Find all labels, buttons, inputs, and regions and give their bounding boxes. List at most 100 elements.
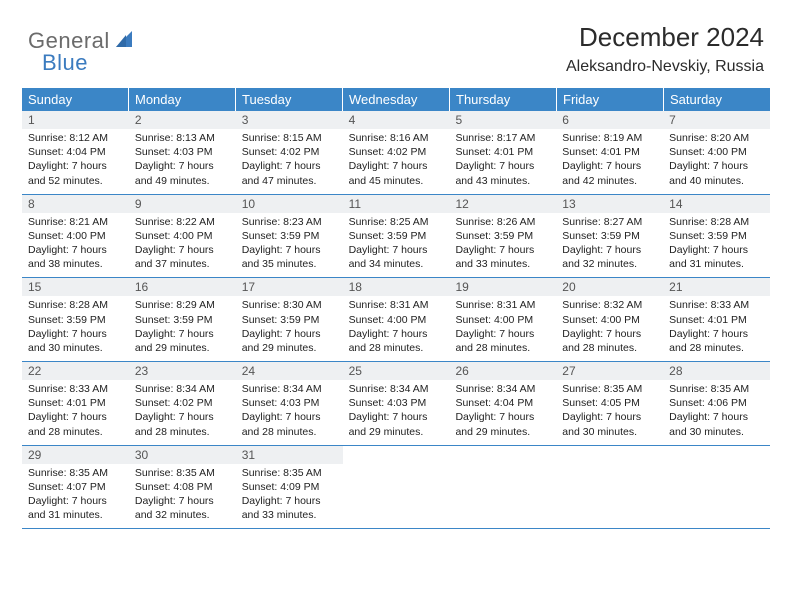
day-data: Sunrise: 8:35 AMSunset: 4:09 PMDaylight:… — [236, 464, 343, 529]
day-number: 10 — [236, 195, 343, 213]
day-number: 31 — [236, 446, 343, 464]
calendar-day-cell: 16Sunrise: 8:29 AMSunset: 3:59 PMDayligh… — [129, 278, 236, 361]
day-data: Sunrise: 8:34 AMSunset: 4:04 PMDaylight:… — [449, 380, 556, 445]
calendar-day-cell: 11Sunrise: 8:25 AMSunset: 3:59 PMDayligh… — [343, 195, 450, 278]
calendar-day-cell: 9Sunrise: 8:22 AMSunset: 4:00 PMDaylight… — [129, 195, 236, 278]
calendar-day-cell: 30Sunrise: 8:35 AMSunset: 4:08 PMDayligh… — [129, 446, 236, 529]
calendar-day-cell: 7Sunrise: 8:20 AMSunset: 4:00 PMDaylight… — [663, 111, 770, 194]
day-data: Sunrise: 8:16 AMSunset: 4:02 PMDaylight:… — [343, 129, 450, 194]
day-number: 1 — [22, 111, 129, 129]
calendar-week-row: 1Sunrise: 8:12 AMSunset: 4:04 PMDaylight… — [22, 111, 770, 195]
day-data: Sunrise: 8:34 AMSunset: 4:02 PMDaylight:… — [129, 380, 236, 445]
calendar-day-cell — [449, 446, 556, 529]
calendar-day-cell: 2Sunrise: 8:13 AMSunset: 4:03 PMDaylight… — [129, 111, 236, 194]
day-data: Sunrise: 8:12 AMSunset: 4:04 PMDaylight:… — [22, 129, 129, 194]
dayhead-tuesday: Tuesday — [236, 88, 343, 111]
calendar-day-cell: 15Sunrise: 8:28 AMSunset: 3:59 PMDayligh… — [22, 278, 129, 361]
day-data: Sunrise: 8:34 AMSunset: 4:03 PMDaylight:… — [236, 380, 343, 445]
calendar-week-row: 22Sunrise: 8:33 AMSunset: 4:01 PMDayligh… — [22, 362, 770, 446]
calendar-day-cell: 29Sunrise: 8:35 AMSunset: 4:07 PMDayligh… — [22, 446, 129, 529]
day-number: 7 — [663, 111, 770, 129]
day-data: Sunrise: 8:35 AMSunset: 4:07 PMDaylight:… — [22, 464, 129, 529]
calendar-day-cell: 31Sunrise: 8:35 AMSunset: 4:09 PMDayligh… — [236, 446, 343, 529]
logo-sail-icon — [114, 29, 134, 54]
calendar-day-cell: 24Sunrise: 8:34 AMSunset: 4:03 PMDayligh… — [236, 362, 343, 445]
calendar-day-cell: 12Sunrise: 8:26 AMSunset: 3:59 PMDayligh… — [449, 195, 556, 278]
day-number: 3 — [236, 111, 343, 129]
calendar-day-cell: 13Sunrise: 8:27 AMSunset: 3:59 PMDayligh… — [556, 195, 663, 278]
day-number: 23 — [129, 362, 236, 380]
day-data: Sunrise: 8:34 AMSunset: 4:03 PMDaylight:… — [343, 380, 450, 445]
day-data: Sunrise: 8:31 AMSunset: 4:00 PMDaylight:… — [449, 296, 556, 361]
page-title: December 2024 — [579, 22, 764, 53]
dayhead-friday: Friday — [557, 88, 664, 111]
calendar-day-cell: 27Sunrise: 8:35 AMSunset: 4:05 PMDayligh… — [556, 362, 663, 445]
calendar-body: 1Sunrise: 8:12 AMSunset: 4:04 PMDaylight… — [22, 111, 770, 529]
day-number: 29 — [22, 446, 129, 464]
logo-text-blue-wrap: Blue — [42, 50, 88, 76]
day-number: 21 — [663, 278, 770, 296]
calendar-day-cell: 18Sunrise: 8:31 AMSunset: 4:00 PMDayligh… — [343, 278, 450, 361]
calendar-week-row: 8Sunrise: 8:21 AMSunset: 4:00 PMDaylight… — [22, 195, 770, 279]
day-data: Sunrise: 8:33 AMSunset: 4:01 PMDaylight:… — [663, 296, 770, 361]
day-data: Sunrise: 8:19 AMSunset: 4:01 PMDaylight:… — [556, 129, 663, 194]
calendar-day-cell — [556, 446, 663, 529]
day-number: 8 — [22, 195, 129, 213]
day-data: Sunrise: 8:35 AMSunset: 4:05 PMDaylight:… — [556, 380, 663, 445]
day-data: Sunrise: 8:31 AMSunset: 4:00 PMDaylight:… — [343, 296, 450, 361]
day-data: Sunrise: 8:33 AMSunset: 4:01 PMDaylight:… — [22, 380, 129, 445]
calendar-day-cell: 8Sunrise: 8:21 AMSunset: 4:00 PMDaylight… — [22, 195, 129, 278]
day-number: 22 — [22, 362, 129, 380]
day-number: 4 — [343, 111, 450, 129]
logo-text-blue: Blue — [42, 50, 88, 75]
day-number: 11 — [343, 195, 450, 213]
day-data: Sunrise: 8:13 AMSunset: 4:03 PMDaylight:… — [129, 129, 236, 194]
calendar-day-cell: 20Sunrise: 8:32 AMSunset: 4:00 PMDayligh… — [556, 278, 663, 361]
calendar-day-cell — [663, 446, 770, 529]
day-number: 28 — [663, 362, 770, 380]
calendar-day-cell: 22Sunrise: 8:33 AMSunset: 4:01 PMDayligh… — [22, 362, 129, 445]
calendar-day-cell: 1Sunrise: 8:12 AMSunset: 4:04 PMDaylight… — [22, 111, 129, 194]
calendar-day-cell: 26Sunrise: 8:34 AMSunset: 4:04 PMDayligh… — [449, 362, 556, 445]
dayhead-monday: Monday — [129, 88, 236, 111]
day-data: Sunrise: 8:17 AMSunset: 4:01 PMDaylight:… — [449, 129, 556, 194]
day-data: Sunrise: 8:22 AMSunset: 4:00 PMDaylight:… — [129, 213, 236, 278]
calendar-day-cell: 19Sunrise: 8:31 AMSunset: 4:00 PMDayligh… — [449, 278, 556, 361]
day-number: 9 — [129, 195, 236, 213]
day-data: Sunrise: 8:28 AMSunset: 3:59 PMDaylight:… — [22, 296, 129, 361]
day-data: Sunrise: 8:21 AMSunset: 4:00 PMDaylight:… — [22, 213, 129, 278]
day-number: 13 — [556, 195, 663, 213]
calendar-day-cell: 23Sunrise: 8:34 AMSunset: 4:02 PMDayligh… — [129, 362, 236, 445]
calendar: Sunday Monday Tuesday Wednesday Thursday… — [22, 88, 770, 529]
calendar-day-cell: 6Sunrise: 8:19 AMSunset: 4:01 PMDaylight… — [556, 111, 663, 194]
day-data: Sunrise: 8:29 AMSunset: 3:59 PMDaylight:… — [129, 296, 236, 361]
day-number: 24 — [236, 362, 343, 380]
day-data: Sunrise: 8:30 AMSunset: 3:59 PMDaylight:… — [236, 296, 343, 361]
day-data: Sunrise: 8:27 AMSunset: 3:59 PMDaylight:… — [556, 213, 663, 278]
day-data: Sunrise: 8:20 AMSunset: 4:00 PMDaylight:… — [663, 129, 770, 194]
calendar-week-row: 29Sunrise: 8:35 AMSunset: 4:07 PMDayligh… — [22, 446, 770, 530]
day-data: Sunrise: 8:32 AMSunset: 4:00 PMDaylight:… — [556, 296, 663, 361]
day-number: 19 — [449, 278, 556, 296]
day-number: 12 — [449, 195, 556, 213]
calendar-week-row: 15Sunrise: 8:28 AMSunset: 3:59 PMDayligh… — [22, 278, 770, 362]
day-data: Sunrise: 8:15 AMSunset: 4:02 PMDaylight:… — [236, 129, 343, 194]
day-data: Sunrise: 8:28 AMSunset: 3:59 PMDaylight:… — [663, 213, 770, 278]
day-number: 25 — [343, 362, 450, 380]
day-data: Sunrise: 8:26 AMSunset: 3:59 PMDaylight:… — [449, 213, 556, 278]
day-number: 16 — [129, 278, 236, 296]
day-number: 18 — [343, 278, 450, 296]
day-number: 27 — [556, 362, 663, 380]
dayhead-saturday: Saturday — [664, 88, 770, 111]
day-number: 5 — [449, 111, 556, 129]
day-number: 14 — [663, 195, 770, 213]
calendar-day-cell: 17Sunrise: 8:30 AMSunset: 3:59 PMDayligh… — [236, 278, 343, 361]
calendar-header-row: Sunday Monday Tuesday Wednesday Thursday… — [22, 88, 770, 111]
calendar-day-cell: 25Sunrise: 8:34 AMSunset: 4:03 PMDayligh… — [343, 362, 450, 445]
dayhead-sunday: Sunday — [22, 88, 129, 111]
page-subtitle: Aleksandro-Nevskiy, Russia — [566, 58, 764, 76]
day-data: Sunrise: 8:25 AMSunset: 3:59 PMDaylight:… — [343, 213, 450, 278]
day-number: 30 — [129, 446, 236, 464]
calendar-day-cell: 10Sunrise: 8:23 AMSunset: 3:59 PMDayligh… — [236, 195, 343, 278]
calendar-day-cell: 21Sunrise: 8:33 AMSunset: 4:01 PMDayligh… — [663, 278, 770, 361]
